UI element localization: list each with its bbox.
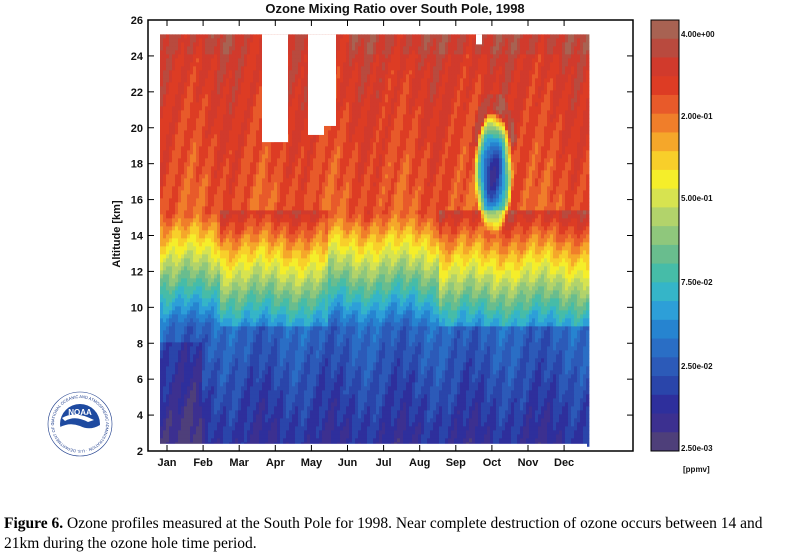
colorbar-swatch: [651, 38, 679, 58]
data-gap: [308, 34, 324, 135]
colorbar-frame: [650, 19, 680, 452]
x-tick-label: May: [301, 457, 323, 469]
x-tick-label: Mar: [229, 457, 249, 469]
x-tick-label: Jun: [338, 457, 358, 469]
colorbar-swatch: [651, 301, 679, 321]
colorbar-swatch: [651, 169, 679, 190]
y-tick-label: 4: [137, 410, 144, 422]
colorbar-swatch: [651, 76, 679, 96]
caption-label: Figure 6.: [4, 515, 64, 532]
colorbar-swatch: [651, 319, 679, 340]
colorbar-swatch: [651, 376, 679, 396]
colorbar-tick-label: 2.00e-01: [681, 112, 713, 121]
colorbar-swatch: [651, 132, 679, 152]
colorbar: 4.00e+00 2.00e-01 5.00e-01 7.50e-02 2.50e-02…: [650, 19, 715, 453]
y-axis-label: Altitude [km]: [111, 200, 123, 268]
y-tick-label: 16: [131, 195, 143, 207]
data-gap: [160, 443, 587, 456]
x-tick-label: Apr: [266, 457, 286, 469]
y-tick-label: 10: [131, 302, 143, 314]
colorbar-swatch: [651, 357, 679, 377]
colorbar-swatch: [651, 282, 679, 302]
y-tick-label: 12: [131, 266, 143, 278]
x-axis: Jan Feb Mar Apr May Jun Jul Aug Sep Oct Nov Dec: [158, 20, 574, 469]
colorbar-tick-label: 2.50e-02: [681, 362, 713, 371]
colorbar-unit: [ppmv]: [683, 465, 710, 474]
y-tick-label: 2: [137, 446, 143, 458]
y-tick-label: 22: [131, 87, 143, 99]
colorbar-swatch: [651, 188, 679, 208]
colorbar-tick-label: 2.50e-03: [681, 444, 713, 453]
y-tick-label: 18: [131, 159, 143, 171]
x-tick-label: Sep: [446, 457, 466, 469]
colorbar-tick-label: 7.50e-02: [681, 278, 713, 287]
colorbar-swatch: [651, 113, 679, 133]
colorbar-swatch: [651, 226, 679, 246]
y-tick-label: 20: [131, 123, 143, 135]
colorbar-swatch: [651, 244, 679, 265]
colorbar-swatch: [651, 94, 679, 115]
noaa-logo: NOAA NATIONAL OCEANIC AND ATMOSPHERIC AD…: [47, 391, 113, 457]
x-tick-label: Jan: [158, 457, 177, 469]
data-gap: [324, 34, 336, 126]
colorbar-swatch: [651, 394, 679, 415]
ozone-figure: Ozone Mixing Ratio over South Pole, 1998…: [47, 1, 715, 474]
colorbar-swatch: [651, 20, 679, 40]
x-tick-label: Dec: [554, 457, 574, 469]
caption-text: Ozone profiles measured at the South Pol…: [4, 515, 763, 552]
x-tick-label: Aug: [409, 457, 430, 469]
colorbar-swatch: [651, 151, 679, 171]
y-tick-label: 24: [131, 51, 144, 63]
colorbar-swatch: [651, 338, 679, 358]
y-tick-label: 26: [131, 15, 143, 27]
noaa-logo-text: NOAA: [68, 408, 92, 417]
data-gap: [262, 34, 288, 143]
colorbar-swatch: [651, 432, 679, 452]
colorbar-tick-label: 5.00e-01: [681, 194, 713, 203]
figure-caption: Figure 6. Ozone profiles measured at the…: [4, 514, 800, 554]
y-tick-label: 8: [137, 338, 143, 350]
colorbar-swatch: [651, 57, 679, 77]
x-tick-label: Nov: [518, 457, 540, 469]
colorbar-swatch: [651, 207, 679, 227]
y-tick-label: 14: [131, 231, 144, 243]
data-gap: [476, 34, 482, 45]
chart-title: Ozone Mixing Ratio over South Pole, 1998: [265, 1, 524, 16]
colorbar-tick-label: 4.00e+00: [681, 30, 715, 39]
heatmap-plot: [160, 34, 590, 456]
x-tick-label: Jul: [376, 457, 392, 469]
y-tick-label: 6: [137, 374, 143, 386]
gull-icon: [62, 414, 94, 422]
x-tick-label: Feb: [193, 457, 213, 469]
colorbar-swatch: [651, 263, 679, 283]
x-tick-label: Oct: [483, 457, 502, 469]
colorbar-swatch: [651, 413, 679, 433]
